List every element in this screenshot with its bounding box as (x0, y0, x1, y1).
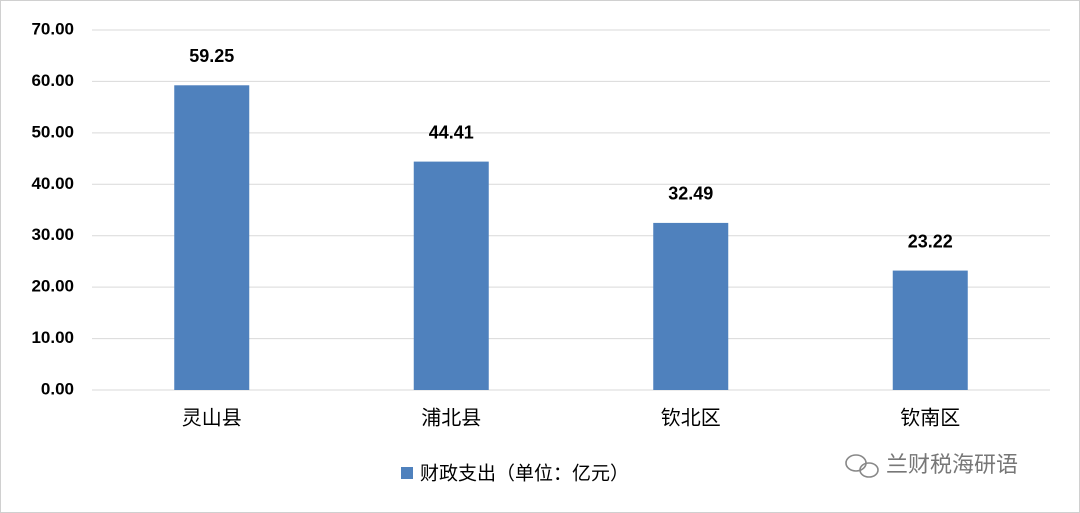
y-tick-label: 30.00 (31, 225, 74, 244)
legend-swatch (401, 467, 413, 479)
y-tick-label: 60.00 (31, 71, 74, 90)
watermark: 兰财税海研语 (886, 453, 1018, 478)
value-label: 44.41 (429, 122, 474, 142)
x-tick-label: 灵山县 (182, 406, 242, 430)
bar (892, 270, 968, 390)
value-label: 59.25 (189, 46, 234, 66)
x-tick-label: 钦南区 (900, 406, 960, 430)
x-tick-label: 钦北区 (661, 406, 721, 430)
y-tick-label: 20.00 (31, 277, 74, 296)
y-tick-label: 70.00 (31, 19, 74, 38)
y-tick-label: 10.00 (31, 328, 74, 347)
bar (174, 85, 250, 391)
value-label: 23.22 (908, 231, 953, 251)
y-tick-label: 40.00 (31, 174, 74, 193)
watermark-icon (845, 454, 879, 478)
y-tick-label: 0.00 (41, 379, 74, 398)
value-label: 32.49 (668, 184, 713, 204)
legend-label: 财政支出（单位：亿元） (420, 463, 629, 485)
x-tick-label: 浦北县 (421, 406, 481, 430)
bar (653, 222, 729, 390)
y-tick-label: 50.00 (31, 122, 74, 141)
bar (413, 161, 489, 390)
